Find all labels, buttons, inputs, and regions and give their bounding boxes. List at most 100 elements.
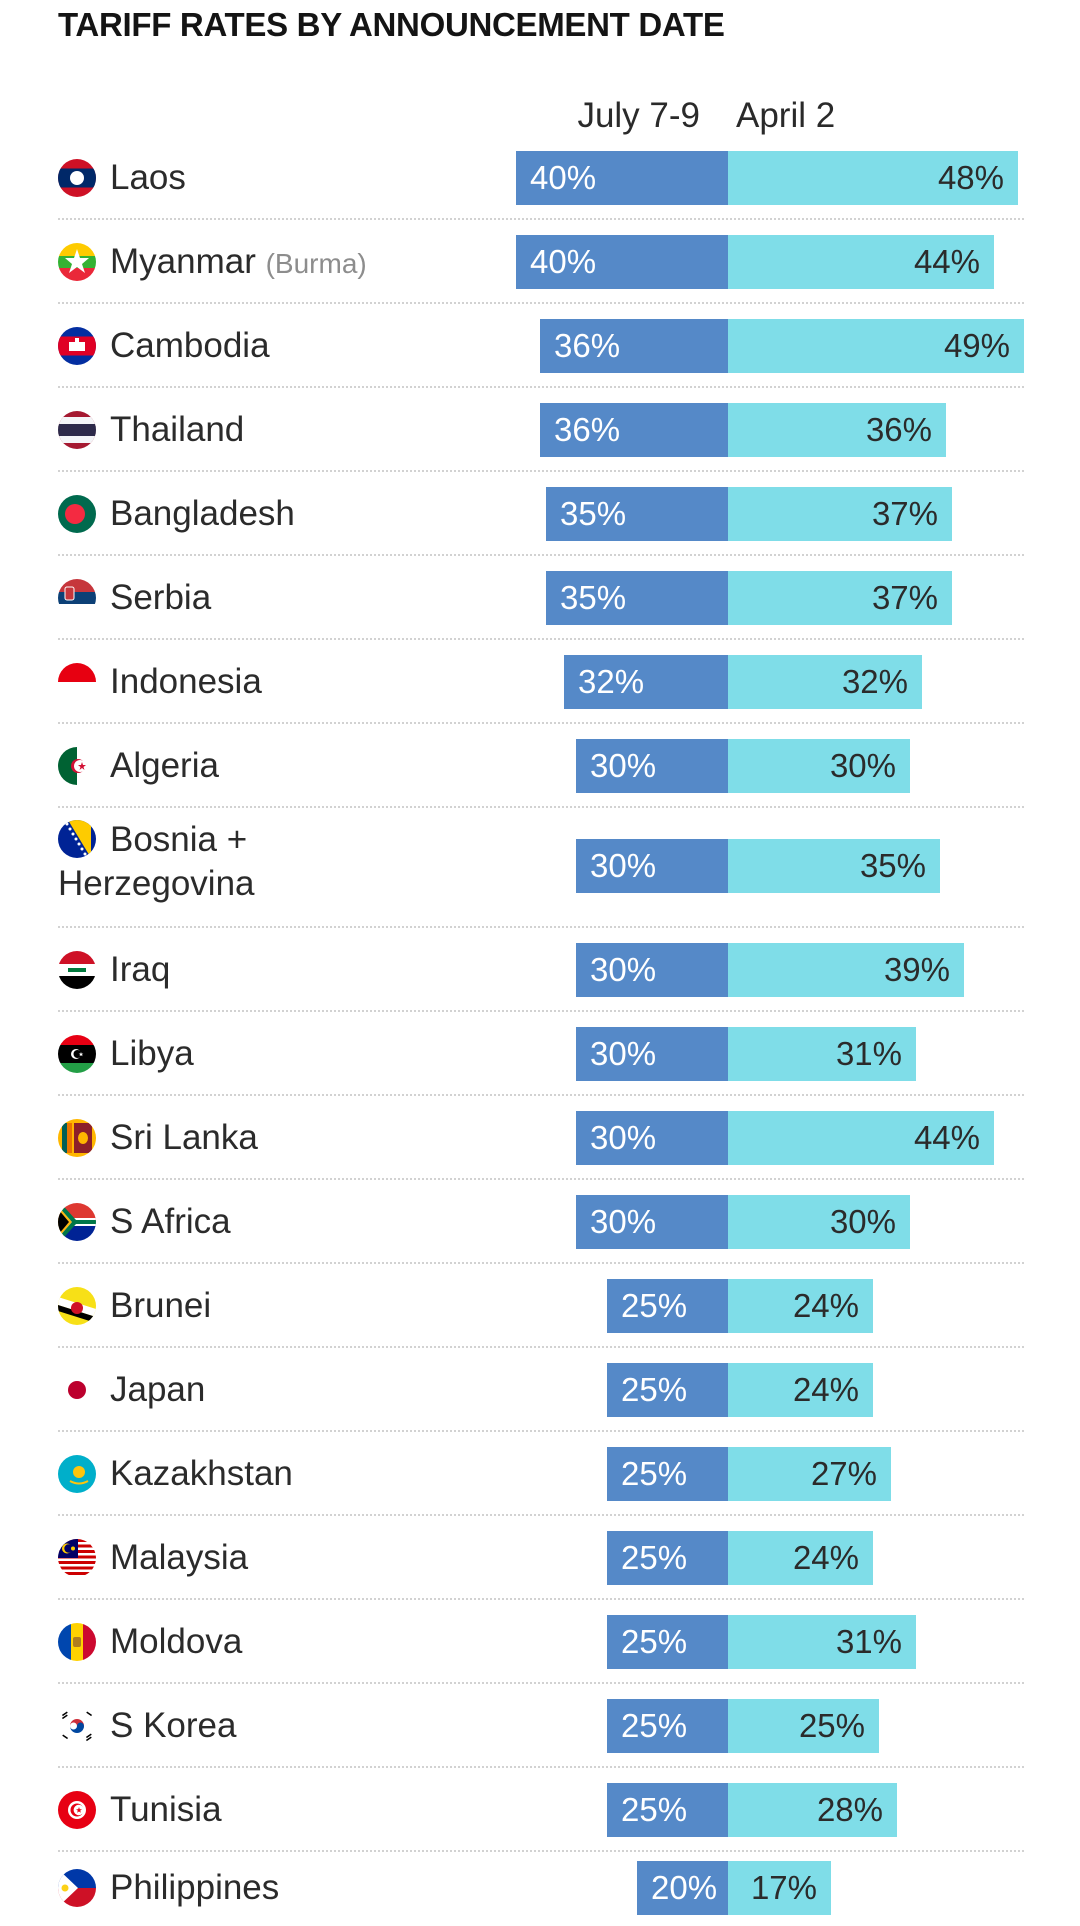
sri-lanka-flag-icon	[58, 1119, 96, 1157]
country-name: Bangladesh	[110, 494, 295, 533]
bar-july-label: 20%	[651, 1869, 718, 1906]
iraq-flag-icon	[58, 951, 96, 989]
bar-april-label: 35%	[859, 847, 926, 884]
bar-april: 37%	[728, 487, 952, 541]
bar-april: 24%	[728, 1279, 873, 1333]
country-label: Moldova	[110, 1620, 242, 1664]
bar-july-label: 30%	[590, 847, 657, 884]
bar-july: 30%	[576, 739, 758, 793]
south-africa-flag-icon	[58, 1203, 96, 1241]
indonesia-flag-icon	[58, 663, 96, 701]
bar-april: 28%	[728, 1783, 897, 1837]
table-row: Thailand 36% 36%	[58, 388, 1024, 472]
bar-april: 24%	[728, 1363, 873, 1417]
country-name: Libya	[110, 1034, 194, 1073]
bar-july: 32%	[564, 655, 758, 709]
bar-july-label: 36%	[554, 411, 621, 448]
bar-july-label: 36%	[554, 327, 621, 364]
bar-april: 25%	[728, 1699, 879, 1753]
bar-april: 44%	[728, 235, 994, 289]
thailand-flag-icon	[58, 411, 96, 449]
country-name: Algeria	[110, 746, 219, 785]
country-label: Algeria	[110, 744, 219, 788]
bar-july-label: 30%	[590, 951, 657, 988]
table-row: Algeria 30% 30%	[58, 724, 1024, 808]
bar-july-label: 32%	[578, 663, 645, 700]
tunisia-flag-icon	[58, 1791, 96, 1829]
bar-july-label: 35%	[560, 579, 627, 616]
bar-july: 35%	[546, 487, 758, 541]
bar-april: 27%	[728, 1447, 891, 1501]
country-name: Bosnia +	[110, 820, 248, 859]
country-name: Moldova	[110, 1622, 243, 1661]
country-label: Sri Lanka	[110, 1116, 258, 1160]
bar-july: 30%	[576, 1111, 758, 1165]
bar-july: 40%	[516, 235, 758, 289]
chart-title: TARIFF RATES BY ANNOUNCEMENT DATE	[58, 6, 725, 43]
bar-july: 40%	[516, 151, 758, 205]
table-row: Kazakhstan 25% 27%	[58, 1432, 1024, 1516]
bar-july: 30%	[576, 839, 758, 893]
bar-april-label: 48%	[937, 159, 1004, 196]
table-row: S Korea 25% 25%	[58, 1684, 1024, 1768]
country-label: Libya	[110, 1032, 194, 1076]
bar-april-label: 30%	[829, 1203, 896, 1240]
table-row: Laos 40% 48%	[58, 136, 1024, 220]
bar-april: 39%	[728, 943, 964, 997]
libya-flag-icon	[58, 1035, 96, 1073]
table-row: Serbia 35% 37%	[58, 556, 1024, 640]
bar-july-label: 25%	[621, 1371, 688, 1408]
bar-april: 48%	[728, 151, 1018, 205]
legend-july: July 7-9	[577, 96, 700, 135]
table-row: Bosnia + Herzegovina 30% 35%	[58, 808, 1024, 928]
country-name: Indonesia	[110, 662, 262, 701]
bar-april-label: 39%	[883, 951, 950, 988]
country-name: Philippines	[110, 1868, 280, 1907]
country-label: Thailand	[110, 408, 244, 452]
bar-april-label: 32%	[841, 663, 908, 700]
table-row: Bangladesh 35% 37%	[58, 472, 1024, 556]
country-name-line2: Herzegovina	[58, 864, 255, 903]
bar-april: 24%	[728, 1531, 873, 1585]
country-name: Myanmar	[110, 242, 256, 281]
country-label: Serbia	[110, 576, 211, 620]
philippines-flag-icon	[58, 1869, 96, 1907]
bar-july: 35%	[546, 571, 758, 625]
bar-july-label: 25%	[621, 1623, 688, 1660]
table-row: Myanmar (Burma) 40% 44%	[58, 220, 1024, 304]
bar-april: 49%	[728, 319, 1024, 373]
country-label: S Africa	[110, 1200, 231, 1244]
moldova-flag-icon	[58, 1623, 96, 1661]
table-row: Iraq 30% 39%	[58, 928, 1024, 1012]
country-label: Indonesia	[110, 660, 262, 704]
kazakhstan-flag-icon	[58, 1455, 96, 1493]
legend-april: April 2	[736, 96, 836, 135]
bar-april-label: 30%	[829, 747, 896, 784]
malaysia-flag-icon	[58, 1539, 96, 1577]
country-label: Myanmar (Burma)	[110, 240, 367, 286]
bar-april-label: 49%	[943, 327, 1010, 364]
country-label: Bosnia + Herzegovina	[58, 818, 410, 906]
table-row: Indonesia 32% 32%	[58, 640, 1024, 724]
bar-april-label: 24%	[792, 1539, 859, 1576]
bar-july-label: 25%	[621, 1539, 688, 1576]
japan-flag-icon	[58, 1371, 96, 1409]
country-name: S Africa	[110, 1202, 231, 1241]
country-name: Iraq	[110, 950, 171, 989]
bar-april: 31%	[728, 1027, 916, 1081]
south-korea-flag-icon	[58, 1707, 96, 1745]
bar-july-label: 25%	[621, 1455, 688, 1492]
country-label: Philippines	[110, 1866, 279, 1910]
country-label: Malaysia	[110, 1536, 248, 1580]
algeria-flag-icon	[58, 747, 96, 785]
table-row: Philippines 20% 17%	[58, 1852, 1024, 1924]
country-name: Sri Lanka	[110, 1118, 258, 1157]
bar-april: 31%	[728, 1615, 916, 1669]
cambodia-flag-icon	[58, 327, 96, 365]
country-subname: (Burma)	[265, 248, 367, 279]
bar-july-label: 40%	[530, 159, 597, 196]
country-name: Tunisia	[110, 1790, 222, 1829]
country-name: Thailand	[110, 410, 245, 449]
table-row: Brunei 25% 24%	[58, 1264, 1024, 1348]
bar-april-label: 44%	[913, 1119, 980, 1156]
